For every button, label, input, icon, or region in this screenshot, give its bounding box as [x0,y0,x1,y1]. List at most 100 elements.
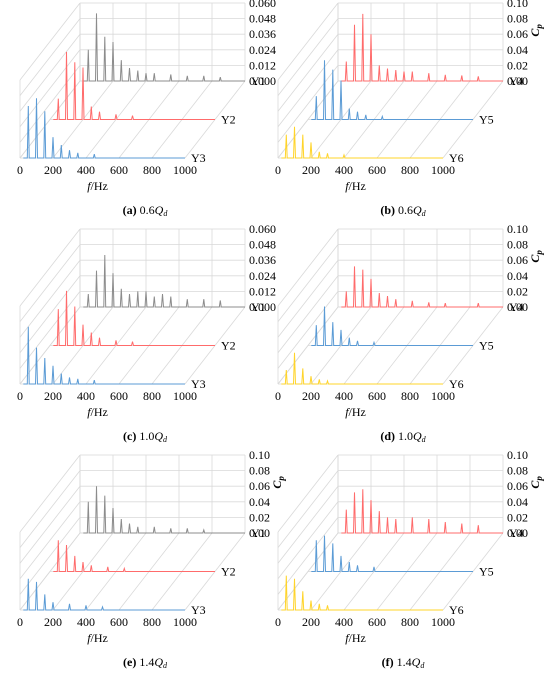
z-tick-label: 0.08 [249,464,270,478]
side-gridline [19,291,81,369]
spectrum-line-y6 [281,352,443,385]
x-tick-label: 800 [143,615,161,629]
spectrum-line-y1 [83,254,245,308]
x-tick-label: 200 [44,615,62,629]
x-tick-label: 600 [110,163,128,177]
x-tick-label: 400 [77,389,95,403]
cp-axis-subscript: p [276,476,286,482]
side-gridline [277,65,339,143]
caption-q: Q [154,655,163,669]
panel-caption: (a) 0.6Qd [123,203,169,218]
chart-panel-f: 0.10 0.080.06 0.040.02 0.00 Cp Y4 Y5 Y6 0 200 400 6… [275,448,544,670]
series-label-y6: Y6 [449,151,464,165]
spectrum-line-y6 [281,126,443,159]
x-tick-label: 1000 [173,615,197,629]
z-tick-label: 0.00 [507,300,528,314]
series-label-y1: Y1 [251,300,266,314]
series-label-y5: Y5 [479,113,494,127]
x-axis-label: f/Hz [87,405,108,419]
z-tick-label: 0.08 [507,12,528,26]
side-gridline [19,33,81,112]
caption-letter: (a) [123,203,137,217]
z-tick-label: 0.08 [507,464,528,478]
series-label-y3: Y3 [191,151,206,165]
spectrum-line-y4 [341,489,503,534]
side-gridline [19,470,81,548]
panel-caption: (d) 1.0Qd [380,429,426,444]
side-gridline [277,485,339,564]
z-tick-label: 0.012 [249,58,276,72]
z-tick-label: 0.04 [249,495,270,509]
cp-axis-label: Cp [270,476,286,489]
z-tick-label: 0.10 [249,448,270,462]
side-gridline [277,49,339,128]
x-axis-label: f/Hz [345,179,366,193]
panel-caption: (b) 0.6Qd [380,203,426,218]
x-axis-unit: /Hz [91,631,108,645]
x-tick-label: 1000 [431,389,455,403]
z-tick-label: 0.02 [507,284,528,298]
x-tick-label: 1000 [431,163,455,177]
x-tick-label: 400 [335,389,353,403]
side-gridline [19,454,81,533]
z-tick-label: 0.04 [507,269,528,283]
spectrum-line-y3 [23,98,185,159]
side-gridline [277,470,339,548]
z-tick-label: 0.02 [507,510,528,524]
side-gridline [19,244,81,322]
series-label-y4: Y4 [509,300,524,314]
x-tick-label: 0 [17,389,23,403]
z-tick-label: 0.000 [249,300,276,314]
x-tick-label: 0 [17,615,23,629]
x-tick-label: 0 [275,389,281,403]
x-tick-label: 200 [44,163,62,177]
z-tick-label: 0.04 [507,495,528,509]
side-gridline [277,18,339,96]
side-gridline [277,244,339,322]
z-tick-label: 0.060 [249,0,276,10]
side-gridline [277,517,339,595]
series-label-y2: Y2 [221,339,236,353]
cp-axis-label: Cp [528,476,544,489]
spectrum-line-y2 [53,540,215,572]
x-tick-label: 800 [401,615,419,629]
z-tick-label: 0.024 [249,269,276,283]
series-label-y1: Y1 [251,74,266,88]
spectrum-line-y2 [53,51,215,120]
side-gridline [277,228,339,307]
z-tick-label: 0.04 [507,43,528,57]
z-tick-label: 0.036 [249,253,276,267]
caption-letter: (d) [380,429,395,443]
z-tick-label: 0.048 [249,12,276,26]
x-tick-label: 600 [110,389,128,403]
series-label-y4: Y4 [509,74,524,88]
series-label-y6: Y6 [449,603,464,617]
caption-value: 1.0 [136,429,154,443]
x-tick-label: 1000 [173,389,197,403]
chart-panel-e: 0.10 0.080.06 0.040.02 0.00 Cp Y1 Y2 Y3 0 200 400 6… [17,448,286,670]
caption-value: 1.0 [395,429,413,443]
spectrum-line-y4 [341,13,503,82]
x-axis-symbol: f [87,179,92,193]
series-label-y3: Y3 [191,603,206,617]
spectrum-line-y3 [23,578,185,611]
x-axis-unit: /Hz [349,405,366,419]
x-tick-label: 400 [335,615,353,629]
x-tick-label: 200 [302,389,320,403]
z-tick-label: 0.00 [249,526,270,540]
z-tick-label: 0.06 [249,479,270,493]
x-axis-label: f/Hz [87,631,108,645]
spectrum-line-y1 [83,13,245,82]
side-gridline [277,501,339,580]
caption-value: 1.4 [394,655,412,669]
z-tick-label: 0.060 [249,222,276,236]
caption-value: 0.6 [137,203,155,217]
caption-q: Q [413,203,422,217]
spectrum-line-y1 [83,486,245,534]
caption-letter: (c) [123,429,136,443]
side-gridline [19,501,81,580]
z-tick-label: 0.10 [507,222,528,236]
z-tick-label: 0.048 [249,238,276,252]
cp-axis-subscript: p [534,476,544,482]
